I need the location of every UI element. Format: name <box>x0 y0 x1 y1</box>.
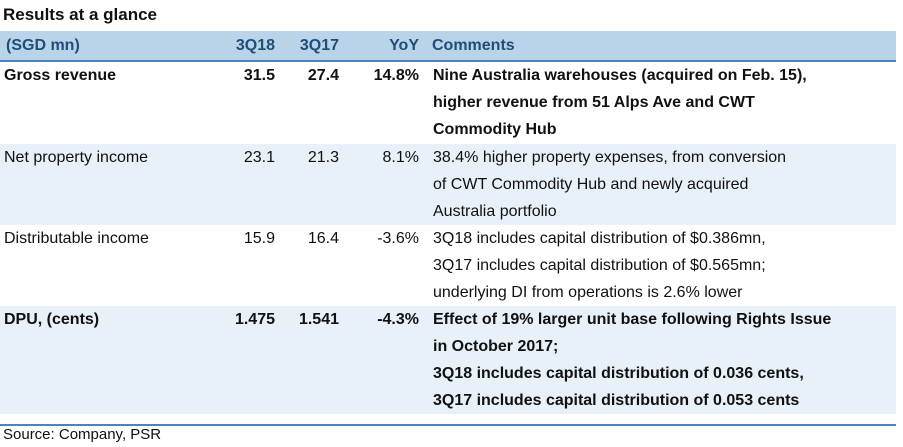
value-yoy: 8.1% <box>382 149 419 166</box>
comment-line: higher revenue from 51 Alps Ave and CWT <box>433 94 755 111</box>
value-3q17: 27.4 <box>307 67 339 84</box>
comment-line: 3Q17 includes capital distribution of $0… <box>433 257 766 274</box>
results-table: (SGD mn) 3Q18 3Q17 YoY Comments Gross re… <box>0 31 896 414</box>
value-3q17: 1.541 <box>298 311 339 328</box>
comment-line: underlying DI from operations is 2.6% lo… <box>433 284 743 301</box>
comment-line: in October 2017; <box>433 338 559 355</box>
row-label: Distributable income <box>4 230 149 247</box>
value-3q17: 21.3 <box>307 149 339 166</box>
table-row-distributable-income: Distributable income 15.9 16.4 -3.6% 3Q1… <box>0 225 896 306</box>
comment-line: 3Q18 includes capital distribution of $0… <box>433 230 766 247</box>
row-label: DPU, (cents) <box>4 311 100 328</box>
table-row-dpu: DPU, (cents) 1.475 1.541 -4.3% Effect of… <box>0 306 896 414</box>
value-yoy: -3.6% <box>377 230 419 247</box>
value-3q17: 16.4 <box>307 230 339 247</box>
table-header-row: (SGD mn) 3Q18 3Q17 YoY Comments <box>0 31 896 61</box>
source-note: Source: Company, PSR <box>3 426 162 443</box>
comment-line: 38.4% higher property expenses, from con… <box>433 149 787 166</box>
row-label: Net property income <box>4 149 149 166</box>
value-yoy: -4.3% <box>377 311 419 328</box>
table-row-gross-revenue: Gross revenue 31.5 27.4 14.8% Nine Austr… <box>0 61 896 144</box>
table-bottom-rule <box>0 424 896 426</box>
comment-line: Australia portfolio <box>433 203 557 220</box>
row-label: Gross revenue <box>4 67 117 84</box>
panel-title: Results at a glance <box>3 5 158 24</box>
row-comment: 38.4% higher property expenses, from con… <box>426 144 896 225</box>
row-comment: Effect of 19% larger unit base following… <box>426 306 896 414</box>
row-comment: Nine Australia warehouses (acquired on F… <box>426 61 896 144</box>
comment-line: Effect of 19% larger unit base following… <box>433 311 832 328</box>
value-3q18: 31.5 <box>243 67 275 84</box>
comment-line: 3Q18 includes capital distribution of 0.… <box>433 365 804 382</box>
comment-line: of CWT Commodity Hub and newly acquired <box>433 176 749 193</box>
header-3q18: 3Q18 <box>235 37 275 54</box>
comment-line: Nine Australia warehouses (acquired on F… <box>433 67 807 84</box>
comment-line: 3Q17 includes capital distribution of 0.… <box>433 392 800 409</box>
table-row-net-property-income: Net property income 23.1 21.3 8.1% 38.4%… <box>0 144 896 225</box>
value-yoy: 14.8% <box>373 67 419 84</box>
header-3q17: 3Q17 <box>299 37 339 54</box>
header-comments: Comments <box>432 37 515 54</box>
header-yoy: YoY <box>389 37 419 54</box>
header-sgd-mn: (SGD mn) <box>6 37 80 54</box>
comment-line: Commodity Hub <box>433 121 557 138</box>
value-3q18: 15.9 <box>243 230 275 247</box>
value-3q18: 1.475 <box>234 311 275 328</box>
value-3q18: 23.1 <box>243 149 275 166</box>
row-comment: 3Q18 includes capital distribution of $0… <box>426 225 896 306</box>
